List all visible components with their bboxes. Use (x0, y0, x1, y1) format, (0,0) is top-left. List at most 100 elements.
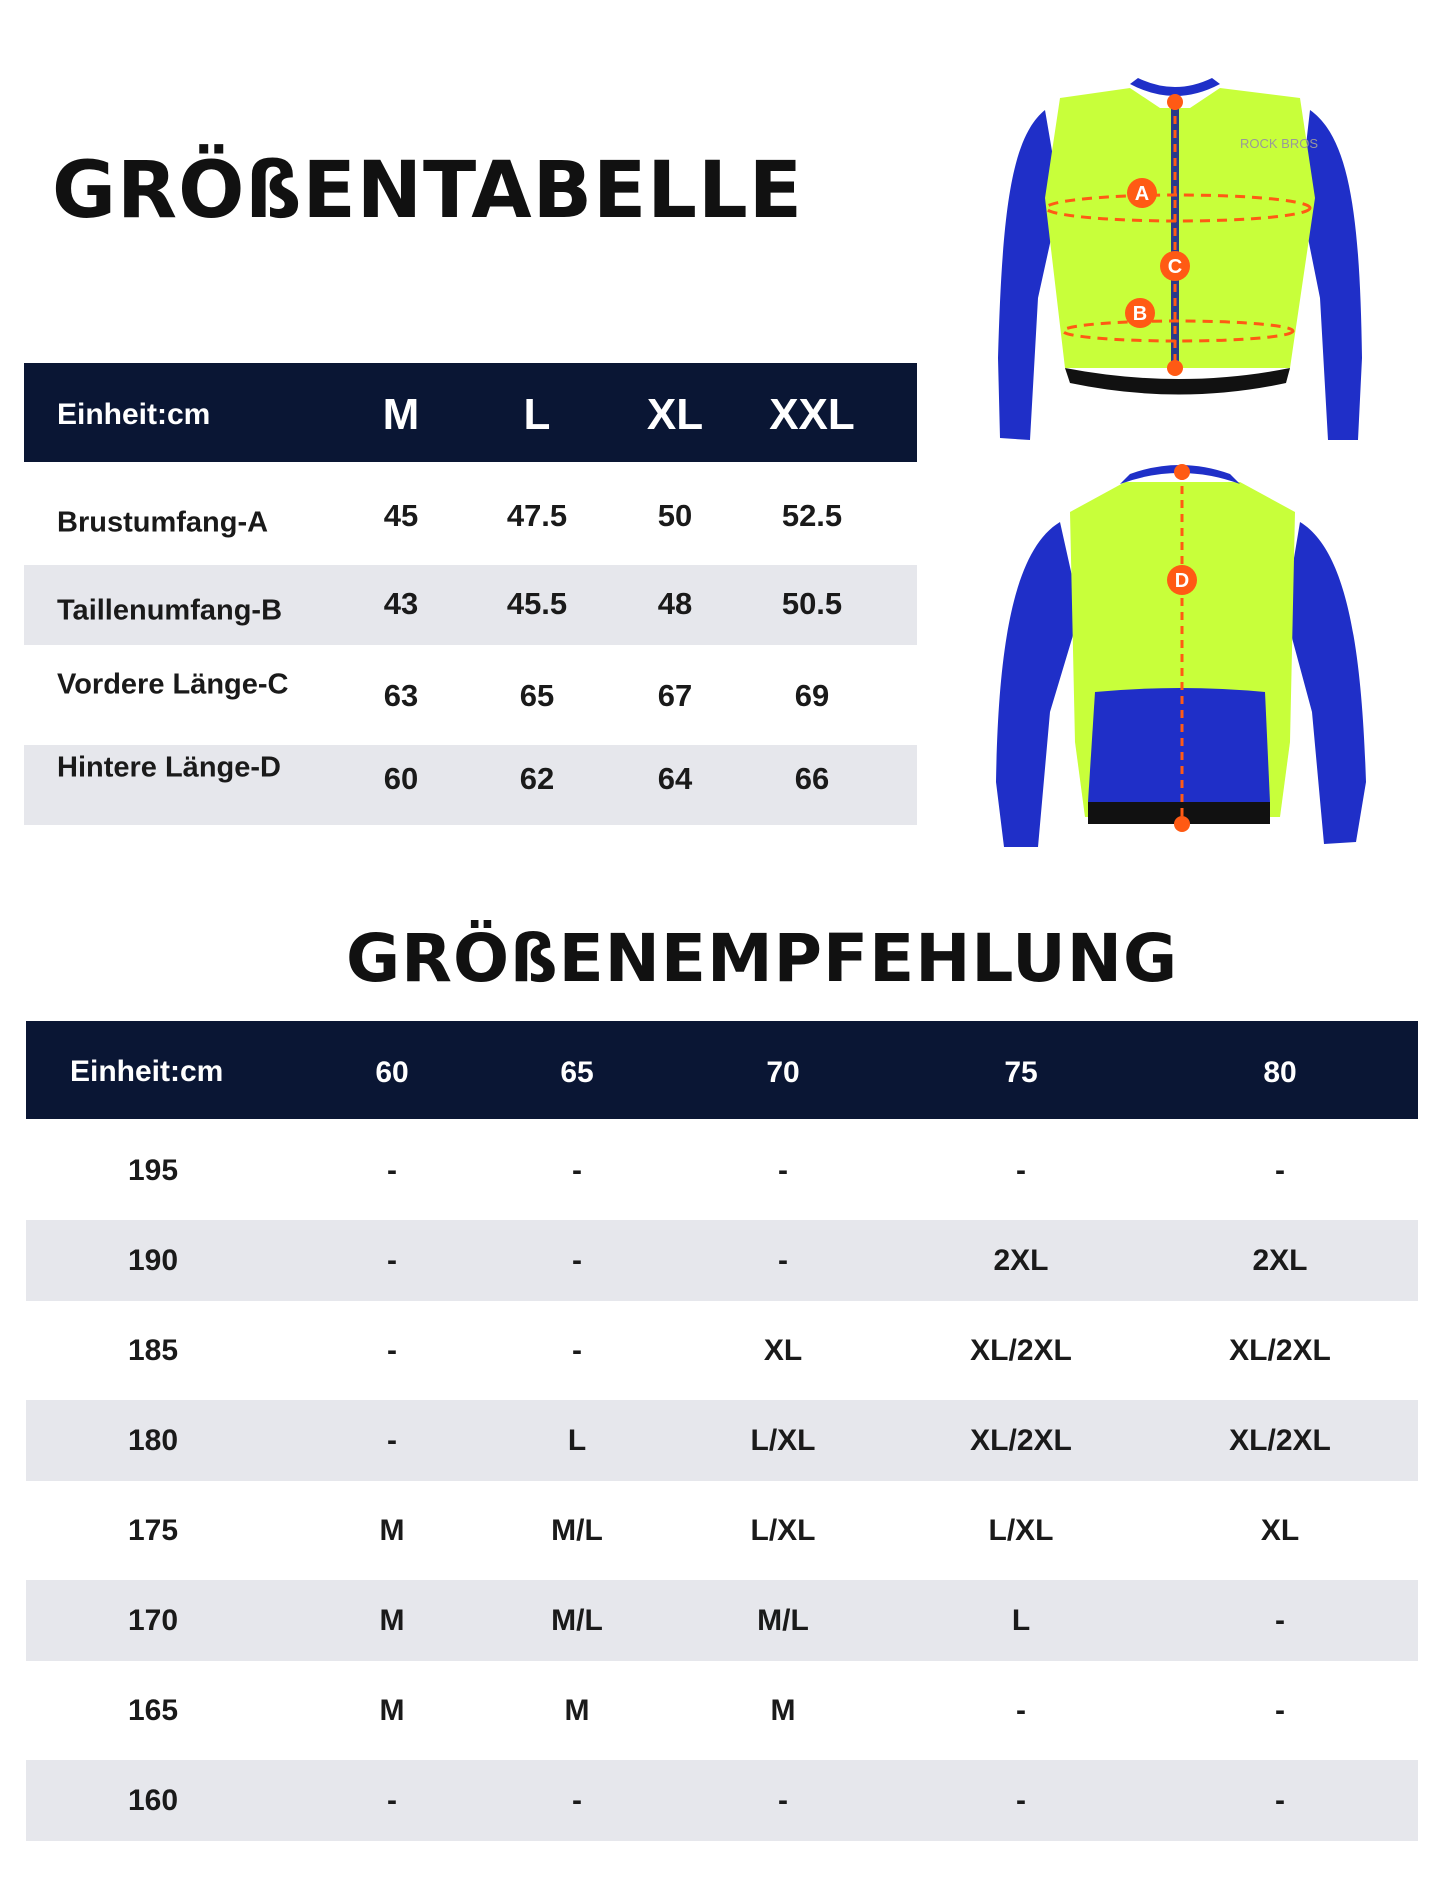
size-header-XXL: XXL (769, 390, 855, 439)
recommended-size: M (770, 1694, 796, 1727)
recommended-size: - (778, 1154, 788, 1187)
row-shade (24, 745, 917, 825)
recommended-size: L/XL (988, 1514, 1054, 1547)
measurement-value: 67 (657, 678, 693, 713)
measurement-value: 65 (519, 678, 555, 713)
recommended-size: M/L (757, 1604, 809, 1637)
recommended-size: XL/2XL (970, 1334, 1072, 1367)
height-label: 175 (127, 1514, 179, 1547)
recommended-size: - (387, 1334, 397, 1367)
marker-d-icon: D (1167, 565, 1197, 595)
svg-text:D: D (1175, 570, 1189, 592)
height-label: 165 (127, 1694, 179, 1727)
marker-c-icon: C (1160, 251, 1190, 281)
marker-a-icon: A (1127, 178, 1157, 208)
row-shade (26, 1580, 1418, 1661)
recommended-size: - (387, 1154, 397, 1187)
recommended-size: M (379, 1604, 405, 1637)
recommended-size: XL/2XL (1229, 1334, 1331, 1367)
recommended-size: - (1016, 1154, 1026, 1187)
recommended-size: L/XL (750, 1514, 816, 1547)
row-shade (26, 1220, 1418, 1301)
recommended-size: - (1016, 1694, 1026, 1727)
measurement-value: 60 (383, 761, 419, 796)
weight-header: 65 (560, 1056, 594, 1089)
svg-text:A: A (1135, 183, 1149, 205)
height-label: 180 (127, 1424, 179, 1457)
recommended-size: L (567, 1424, 587, 1457)
row-shade (24, 565, 917, 645)
measurement-value: 69 (794, 678, 830, 713)
weight-header: 70 (766, 1056, 800, 1089)
marker-b-icon: B (1125, 298, 1155, 328)
jersey-front-image: A C B ROCK BROS (998, 78, 1362, 440)
height-label: 185 (127, 1334, 179, 1367)
recommended-size: M (564, 1694, 590, 1727)
recommended-size: M/L (551, 1604, 603, 1637)
recommended-size: XL (763, 1334, 803, 1367)
recommended-size: - (387, 1244, 397, 1277)
svg-text:B: B (1133, 303, 1147, 325)
size-header-M: M (382, 390, 420, 439)
height-label: 170 (127, 1604, 179, 1637)
jersey-back-image: D (996, 464, 1366, 847)
recommended-size: - (1275, 1694, 1285, 1727)
measurement-value: 64 (657, 761, 693, 796)
size-header-XL: XL (646, 390, 704, 439)
measurement-label: Brustumfang-A (57, 506, 269, 539)
height-label: 195 (127, 1154, 179, 1187)
recommended-size: 2XL (993, 1244, 1049, 1277)
height-label: 160 (127, 1784, 179, 1817)
measurement-value: 48 (657, 586, 693, 621)
measurement-value: 66 (794, 761, 830, 796)
recommended-size: XL (1260, 1514, 1300, 1547)
measurement-value: 47.5 (506, 498, 568, 533)
measurement-value: 45 (383, 498, 419, 533)
recommended-size: - (1016, 1784, 1026, 1817)
row-shade (26, 1400, 1418, 1481)
measurement-value: 45.5 (506, 586, 568, 621)
recommended-size: XL/2XL (1229, 1424, 1331, 1457)
measurement-label: Vordere Länge-C (57, 668, 289, 701)
weight-header: 60 (375, 1056, 409, 1089)
recommended-size: L/XL (750, 1424, 816, 1457)
recommended-size: M/L (551, 1514, 603, 1547)
measurement-value: 52.5 (781, 498, 843, 533)
unit-label: Einheit:cm (57, 398, 211, 431)
measurement-value: 43 (383, 586, 419, 621)
size-chart-title: GRÖßENTABELLE (52, 146, 803, 236)
size-header-L: L (523, 390, 551, 439)
recommended-size: - (1275, 1154, 1285, 1187)
height-label: 190 (127, 1244, 179, 1277)
recommended-size: M (379, 1514, 405, 1547)
recommended-size: L (1011, 1604, 1031, 1637)
measurement-label: Taillenumfang-B (57, 594, 283, 627)
measurement-label: Hintere Länge-D (57, 751, 281, 784)
recommended-size: M (379, 1694, 405, 1727)
recommended-size: - (572, 1334, 582, 1367)
recommended-size: - (778, 1244, 788, 1277)
size-chart-header-row (24, 363, 917, 462)
recommended-size: XL/2XL (970, 1424, 1072, 1457)
unit-label: Einheit:cm (70, 1055, 224, 1088)
measurement-value: 63 (383, 678, 419, 713)
weight-header: 75 (1004, 1056, 1038, 1089)
recommendation-title: GRÖßENEMPFEHLUNG (346, 920, 1179, 997)
measurement-value: 50 (657, 498, 693, 533)
recommendation-header-row (26, 1021, 1418, 1119)
measurement-value: 50.5 (781, 586, 843, 621)
measurement-value: 62 (519, 761, 555, 796)
recommended-size: - (1275, 1784, 1285, 1817)
recommended-size: - (572, 1244, 582, 1277)
recommended-size: - (778, 1784, 788, 1817)
recommended-size: - (572, 1154, 582, 1187)
svg-text:C: C (1168, 256, 1182, 278)
recommended-size: 2XL (1252, 1244, 1308, 1277)
recommended-size: - (387, 1784, 397, 1817)
recommended-size: - (572, 1784, 582, 1817)
row-shade (26, 1760, 1418, 1841)
brand-logo: ROCK BROS (1240, 136, 1318, 151)
recommended-size: - (1275, 1604, 1285, 1637)
weight-header: 80 (1263, 1056, 1297, 1089)
recommended-size: - (387, 1424, 397, 1457)
